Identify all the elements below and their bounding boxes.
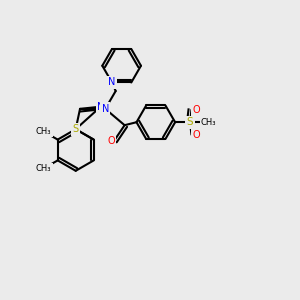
Text: N: N bbox=[108, 77, 116, 88]
Text: N: N bbox=[97, 102, 104, 112]
Text: O: O bbox=[192, 130, 200, 140]
Text: S: S bbox=[73, 124, 79, 134]
Text: CH₃: CH₃ bbox=[36, 127, 51, 136]
Text: O: O bbox=[107, 136, 115, 146]
Text: O: O bbox=[192, 105, 200, 115]
Text: N: N bbox=[102, 104, 109, 114]
Text: CH₃: CH₃ bbox=[36, 164, 51, 173]
Text: CH₃: CH₃ bbox=[201, 118, 217, 127]
Text: S: S bbox=[187, 117, 193, 127]
